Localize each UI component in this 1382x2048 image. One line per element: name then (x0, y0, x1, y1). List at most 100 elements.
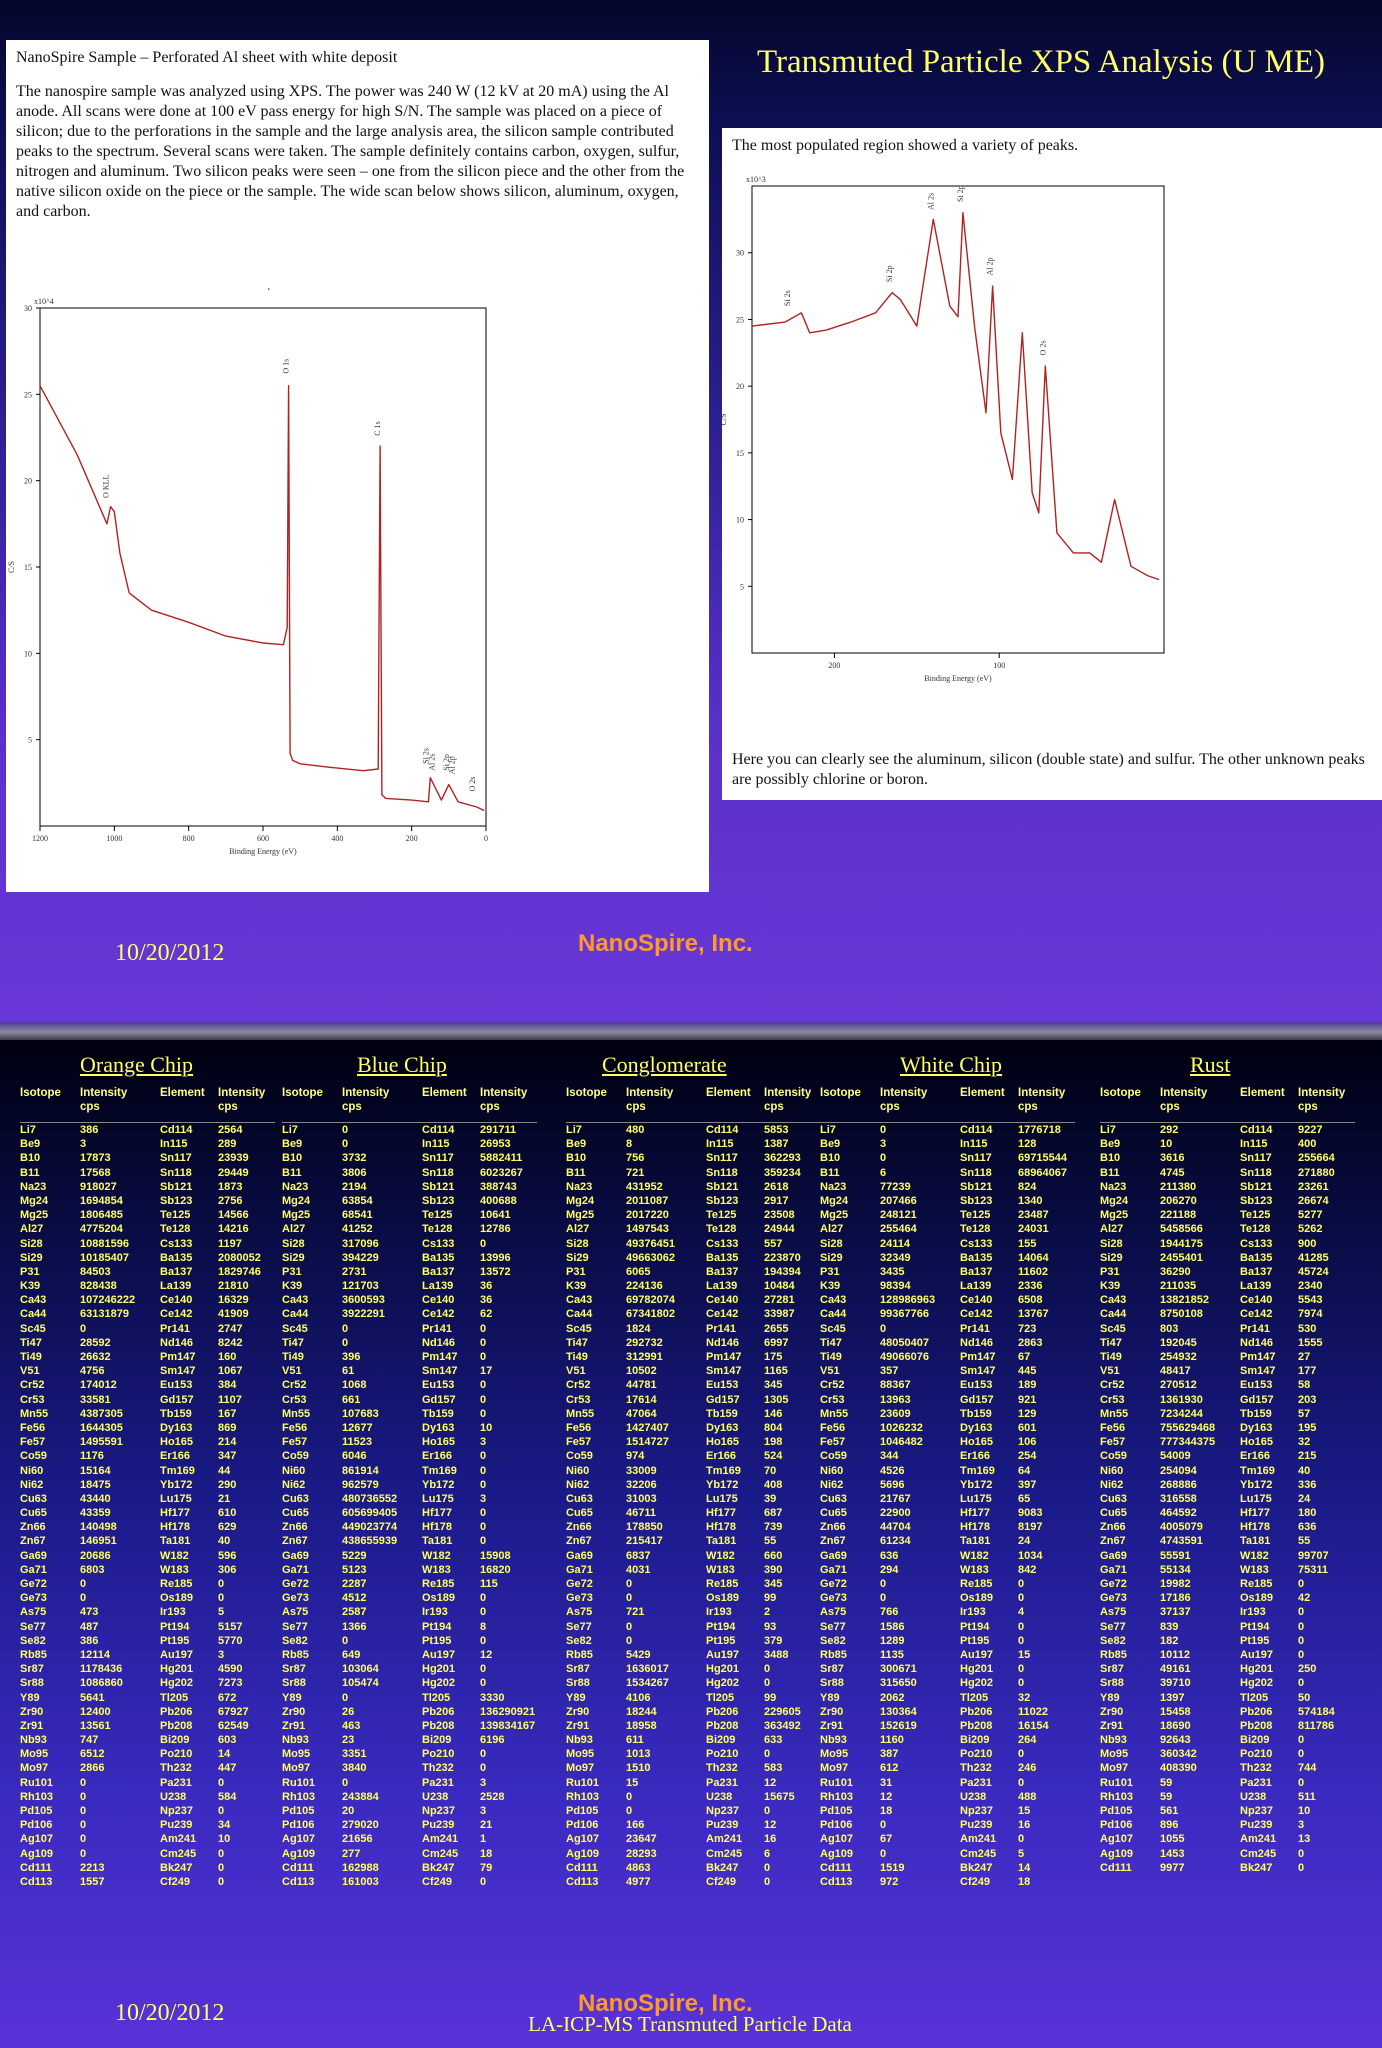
x-tick-label: 0 (484, 834, 488, 843)
intensity-cell: 0 (480, 1507, 487, 1520)
element-cell: Pu239 (422, 1819, 455, 1832)
intensity-cell: 61 (342, 1365, 355, 1378)
element-cell: Eu153 (1240, 1379, 1273, 1392)
element-cell: Eu153 (960, 1379, 993, 1392)
element-cell: Cd114 (1240, 1124, 1273, 1136)
isotope-cell: Se77 (1100, 1620, 1126, 1633)
intensity-cell: 37137 (1160, 1606, 1191, 1619)
intensity-cell: 1107 (218, 1393, 242, 1406)
intensity-cell: 394229 (342, 1251, 379, 1264)
intensity-cell: 0 (1018, 1578, 1025, 1590)
isotope-cell: Be9 (1100, 1138, 1121, 1151)
intensity-cell: 0 (80, 1776, 87, 1789)
intensity-cell: 167 (218, 1407, 237, 1420)
column-header: Intensity cps (342, 1087, 390, 1113)
intensity-cell: 312991 (626, 1351, 663, 1363)
intensity-cell: 8197 (1018, 1521, 1043, 1534)
element-cell: Ba135 (160, 1251, 193, 1264)
element-cell: Te125 (1240, 1209, 1271, 1222)
intensity-cell: 24031 (1018, 1223, 1049, 1236)
intensity-cell: 0 (480, 1875, 487, 1888)
isotope-cell: Ni62 (20, 1478, 44, 1491)
isotope-cell: B10 (282, 1152, 303, 1165)
intensity-cell: 396 (342, 1351, 361, 1363)
element-cell: Cf249 (960, 1875, 990, 1888)
intensity-cell: 357 (880, 1365, 899, 1378)
intensity-cell: 0 (880, 1578, 887, 1590)
panel-caption-wrap: Here you can clearly see the aluminum, s… (722, 742, 1382, 798)
element-cell: In115 (160, 1138, 188, 1151)
intensity-cell: 44 (218, 1464, 231, 1477)
isotope-cell: Zr90 (20, 1705, 44, 1718)
element-cell: Ba135 (1240, 1251, 1273, 1264)
plot-frame (751, 185, 1165, 654)
isotope-cell: Si28 (820, 1237, 843, 1250)
intensity-cell: 6023267 (480, 1166, 523, 1179)
intensity-cell: 1644305 (80, 1421, 123, 1434)
intensity-cell: 99 (764, 1691, 777, 1704)
element-cell: Pb208 (422, 1719, 455, 1732)
element-cell: Re185 (160, 1578, 193, 1590)
element-cell: Pb208 (160, 1719, 193, 1732)
element-cell: Sn117 (706, 1152, 738, 1165)
x-tick-label: 400 (331, 834, 343, 843)
isotope-cell: Fe57 (820, 1436, 846, 1449)
intensity-cell: 18244 (626, 1705, 657, 1718)
peak-label: Si 2p (442, 754, 451, 771)
element-cell: Hf178 (706, 1521, 736, 1534)
column-header: Intensity cps (764, 1087, 812, 1113)
isotope-cell: Ge73 (566, 1592, 593, 1605)
intensity-cell: 633 (764, 1734, 783, 1747)
intensity-cell: 2731 (342, 1265, 367, 1278)
intensity-cell: 68964067 (1018, 1166, 1067, 1179)
isotope-cell: Rh103 (820, 1790, 854, 1803)
intensity-cell: 445 (1018, 1365, 1037, 1378)
intensity-cell: 379 (764, 1634, 783, 1647)
intensity-cell: 0 (80, 1592, 87, 1605)
intensity-cell: 3 (218, 1648, 225, 1661)
intensity-cell: 672 (218, 1691, 237, 1704)
isotope-cell: Fe57 (20, 1436, 46, 1449)
isotope-cell: V51 (1100, 1365, 1120, 1378)
element-cell: Np237 (1240, 1805, 1274, 1817)
element-cell: Nd146 (960, 1336, 994, 1349)
intensity-cell: 254932 (1160, 1351, 1197, 1363)
intensity-cell: 13572 (480, 1265, 511, 1278)
isotope-cell: Si29 (820, 1251, 843, 1264)
isotope-cell: Ca43 (282, 1294, 309, 1307)
intensity-cell: 23508 (764, 1209, 795, 1222)
element-cell: Au197 (960, 1648, 994, 1661)
element-cell: Th232 (1240, 1762, 1272, 1775)
element-cell: Hg201 (1240, 1663, 1274, 1676)
isotope-cell: B10 (566, 1152, 587, 1165)
intensity-cell: 0 (626, 1790, 633, 1803)
intensity-cell: 747 (80, 1734, 99, 1747)
isotope-cell: Ni62 (1100, 1478, 1124, 1491)
isotope-cell: Zn66 (20, 1521, 46, 1534)
element-cell: Pa231 (706, 1776, 738, 1789)
intensity-cell: 0 (880, 1322, 887, 1335)
isotope-cell: P31 (20, 1265, 40, 1278)
column-header: Intensity cps (880, 1087, 928, 1113)
intensity-cell: 58 (1298, 1379, 1311, 1392)
intensity-cell: 345 (764, 1578, 783, 1590)
intensity-cell: 0 (218, 1847, 225, 1860)
intensity-cell: 755629468 (1160, 1421, 1216, 1434)
element-cell: Bk247 (160, 1861, 193, 1874)
intensity-cell: 23 (342, 1734, 355, 1747)
element-cell: Te128 (1240, 1223, 1271, 1236)
intensity-cell: 128986963 (880, 1294, 936, 1307)
isotope-cell: Ge73 (282, 1592, 309, 1605)
isotope-cell: Be9 (282, 1138, 303, 1151)
intensity-cell: 139834167 (480, 1719, 536, 1732)
intensity-cell: 828438 (80, 1280, 117, 1293)
isotope-cell: Fe56 (282, 1421, 308, 1434)
intensity-cell: 23939 (218, 1152, 249, 1165)
intensity-cell: 2618 (764, 1180, 789, 1193)
intensity-cell: 649 (342, 1648, 361, 1661)
intensity-cell: 974 (626, 1450, 645, 1463)
column-header: Element (706, 1087, 751, 1099)
element-cell: Hf177 (960, 1507, 990, 1520)
intensity-cell: 4526 (880, 1464, 905, 1477)
intensity-cell: 1397 (1160, 1691, 1185, 1704)
